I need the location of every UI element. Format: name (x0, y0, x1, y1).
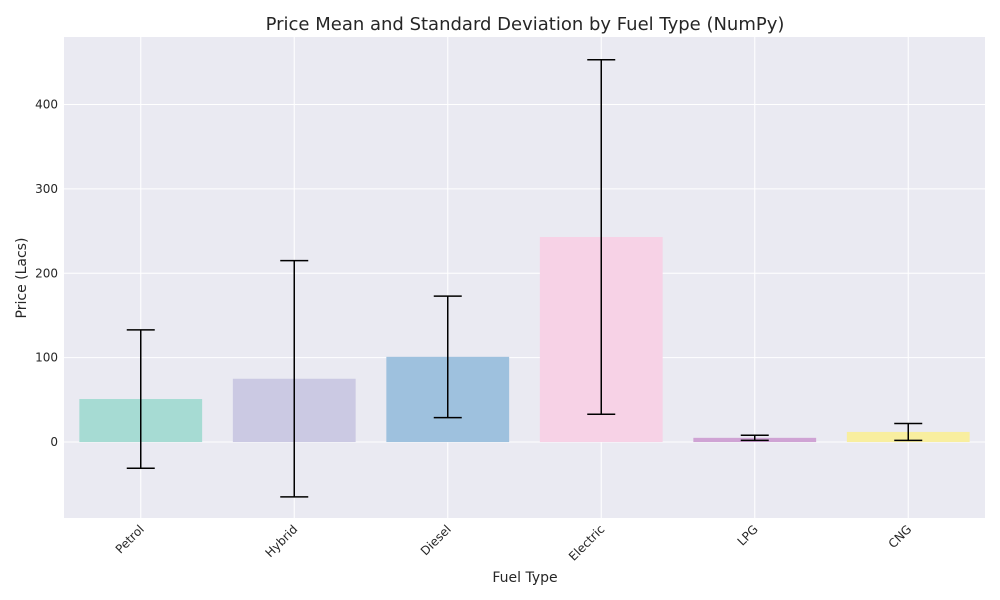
y-axis-label: Price (Lacs) (14, 238, 30, 319)
y-tick-label: 200 (35, 266, 58, 280)
y-tick-label: 100 (35, 351, 58, 365)
x-tick-label: Electric (566, 522, 607, 563)
x-axis-label: Fuel Type (492, 570, 557, 586)
error-bars (126, 59, 923, 498)
x-tick-label: CNG (886, 522, 915, 551)
y-tick-label: 0 (50, 435, 58, 449)
plot-area (64, 37, 985, 518)
y-tick-label: 400 (35, 98, 58, 112)
x-tick-label: Diesel (418, 522, 454, 558)
chart-title: Price Mean and Standard Deviation by Fue… (266, 14, 785, 35)
x-tick-label: Petrol (113, 522, 147, 556)
y-tick-label: 300 (35, 182, 58, 196)
x-tick-label: LPG (735, 522, 761, 548)
x-tick-label: Hybrid (262, 522, 300, 560)
